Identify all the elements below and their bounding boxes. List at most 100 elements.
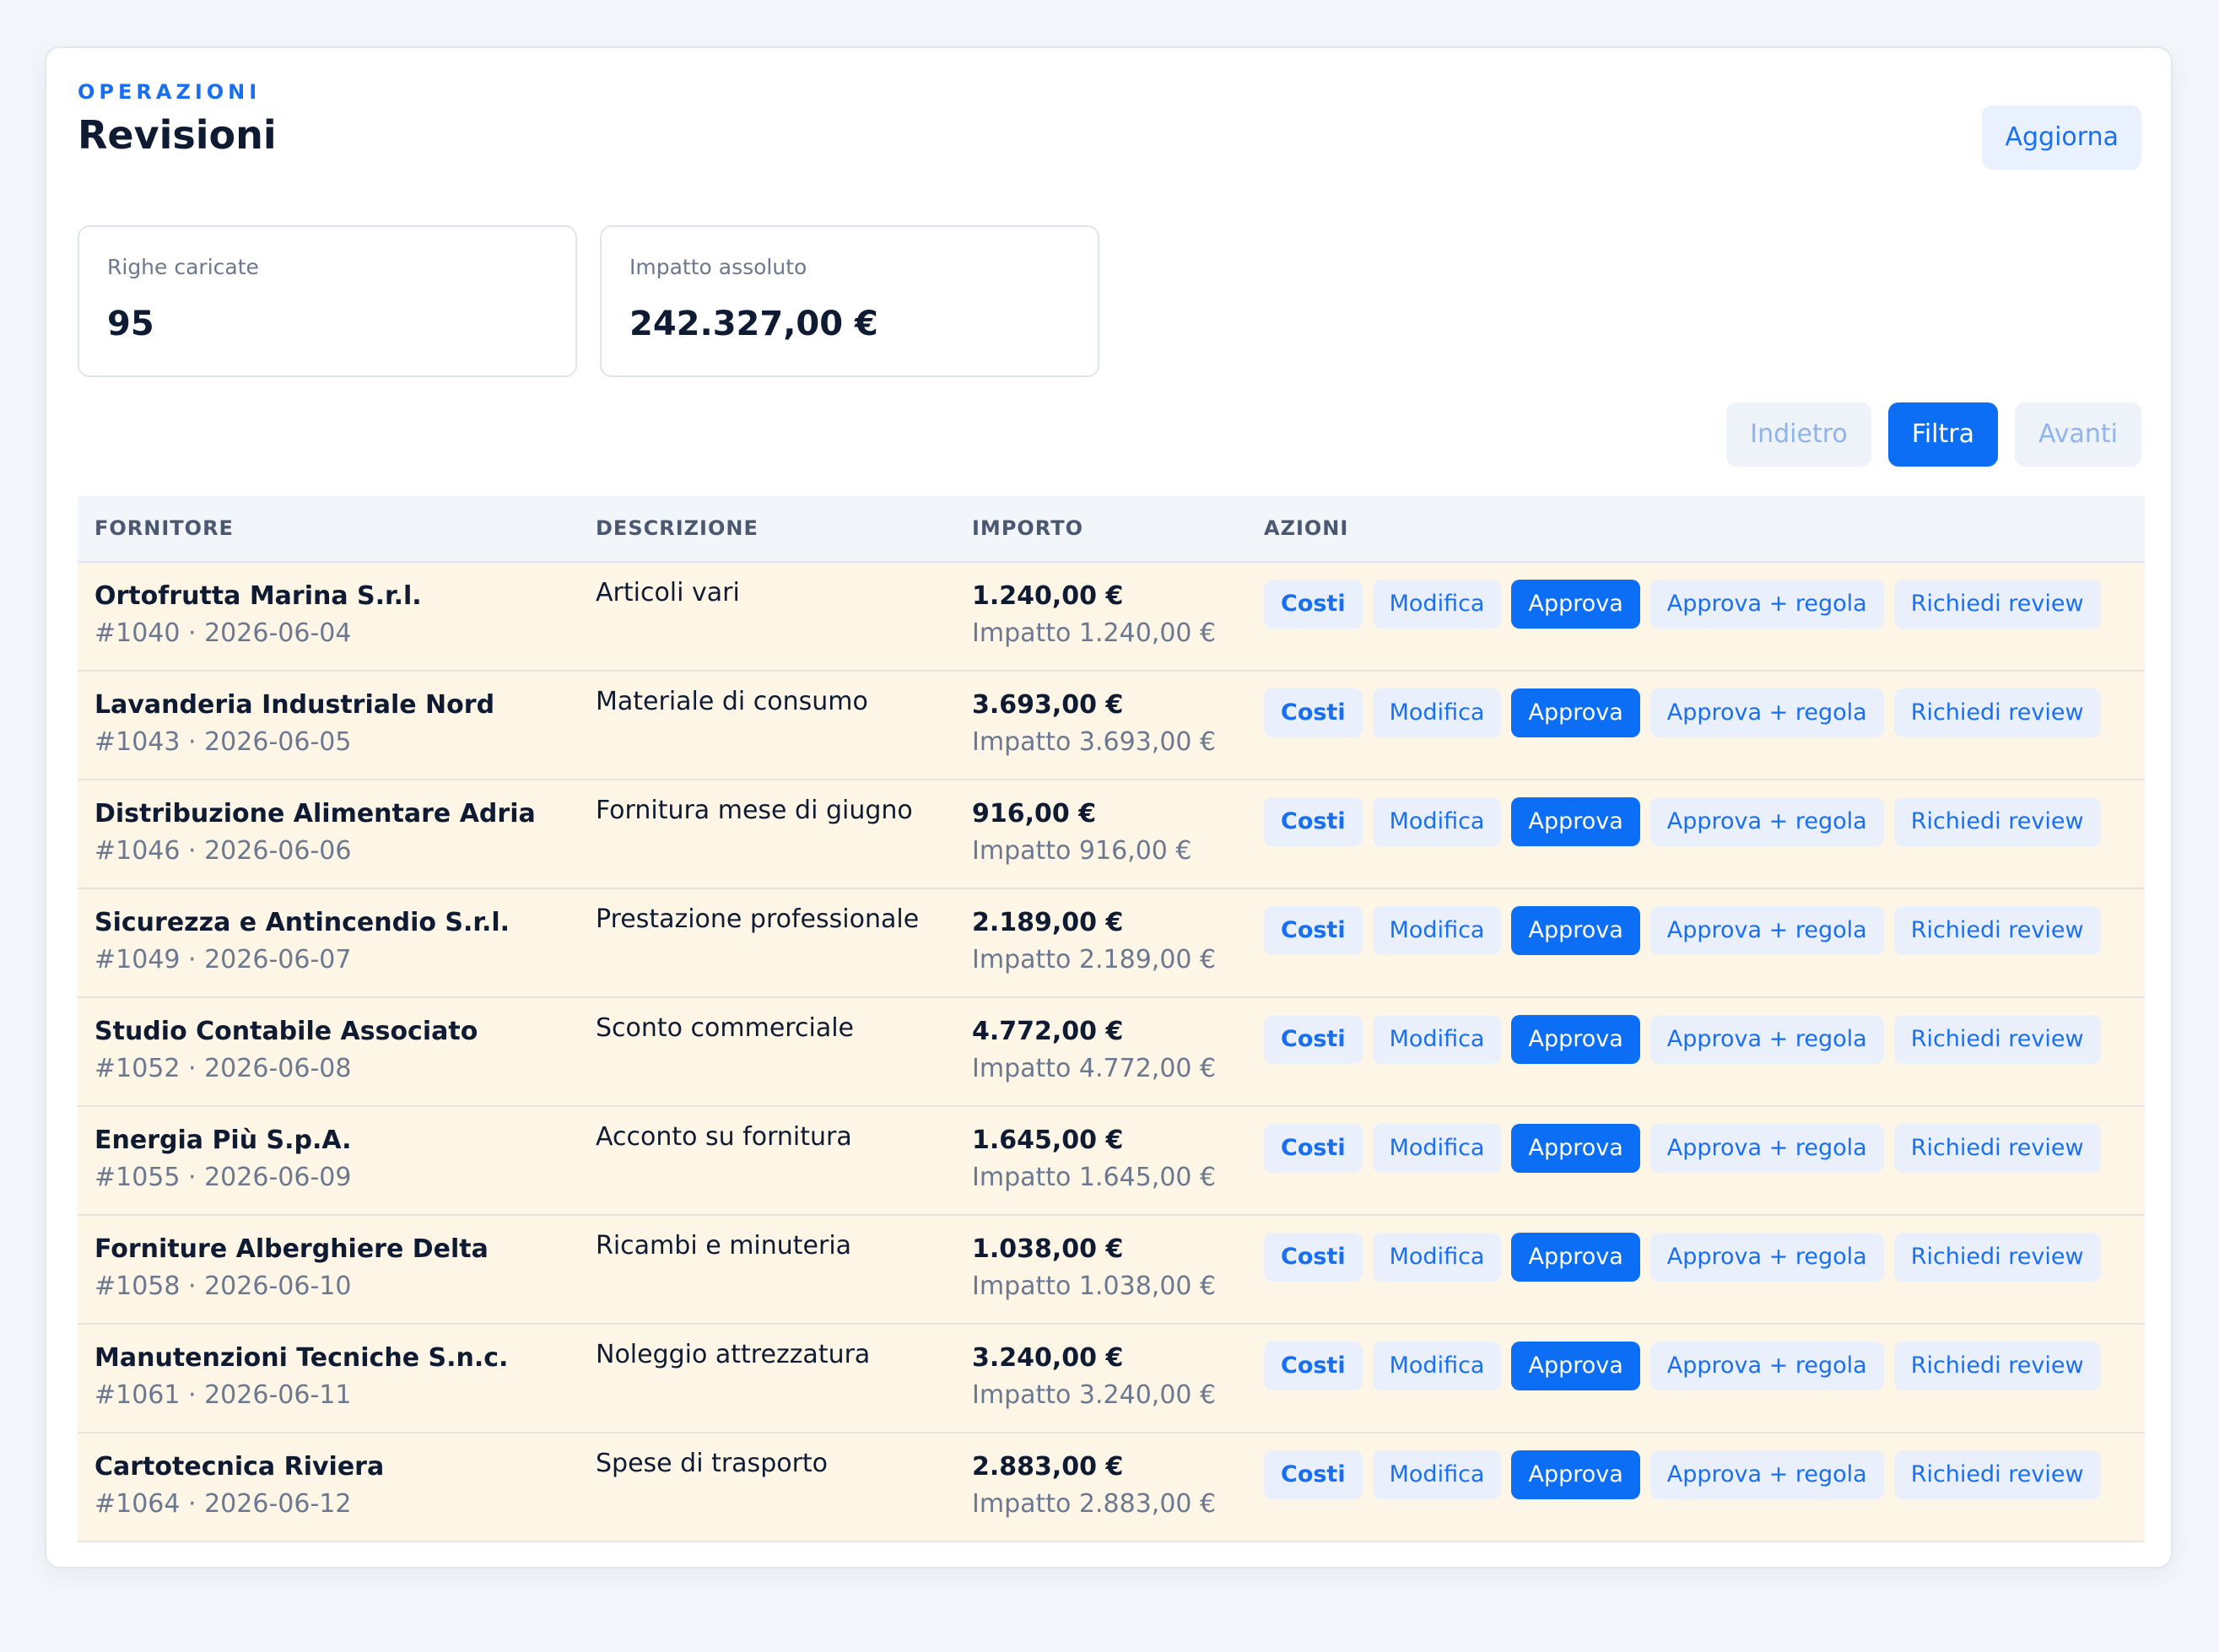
- amount-cell: 1.645,00 € Impatto 1.645,00 €: [972, 1122, 1216, 1196]
- edit-button[interactable]: Modifica: [1372, 1450, 1502, 1499]
- request-review-button[interactable]: Richiedi review: [1893, 1124, 2101, 1173]
- costs-button[interactable]: Costi: [1264, 1015, 1363, 1064]
- supplier-name: Sicurezza e Antincendio S.r.l.: [94, 908, 510, 937]
- description-cell: Ricambi e minuteria: [596, 1231, 852, 1261]
- costs-button[interactable]: Costi: [1264, 1342, 1363, 1390]
- amount-cell: 916,00 € Impatto 916,00 €: [972, 796, 1192, 870]
- invoice-meta: #1061 · 2026-06-11: [94, 1380, 352, 1410]
- edit-button[interactable]: Modifica: [1372, 580, 1502, 629]
- table-row: Sicurezza e Antincendio S.r.l. #1049 · 2…: [78, 889, 2145, 998]
- approve-adjust-button[interactable]: Approva + regola: [1649, 1342, 1884, 1390]
- edit-button[interactable]: Modifica: [1372, 1015, 1502, 1064]
- invoice-meta: #1049 · 2026-06-07: [94, 945, 352, 974]
- edit-button[interactable]: Modifica: [1372, 797, 1502, 846]
- actions-cell: Costi Modifica Approva Approva + regola …: [1264, 1015, 2101, 1064]
- table-row: Forniture Alberghiere Delta #1058 · 2026…: [78, 1216, 2145, 1325]
- request-review-button[interactable]: Richiedi review: [1893, 797, 2101, 846]
- supplier-name: Ortofrutta Marina S.r.l.: [94, 581, 422, 611]
- approve-button[interactable]: Approva: [1511, 1124, 1640, 1173]
- amount-value: 2.883,00 €: [972, 1452, 1124, 1482]
- approve-adjust-button[interactable]: Approva + regola: [1649, 1015, 1884, 1064]
- description-cell: Spese di trasporto: [596, 1449, 829, 1478]
- approve-button[interactable]: Approva: [1511, 797, 1640, 846]
- edit-button[interactable]: Modifica: [1372, 1124, 1502, 1173]
- approve-button[interactable]: Approva: [1511, 580, 1640, 629]
- supplier-cell: Ortofrutta Marina S.r.l. #1040 · 2026-06…: [94, 578, 422, 652]
- approve-adjust-button[interactable]: Approva + regola: [1649, 906, 1884, 955]
- request-review-button[interactable]: Richiedi review: [1893, 580, 2101, 629]
- impact-value: Impatto 2.883,00 €: [972, 1489, 1217, 1519]
- costs-button[interactable]: Costi: [1264, 1124, 1363, 1173]
- approve-adjust-button[interactable]: Approva + regola: [1649, 1450, 1884, 1499]
- edit-button[interactable]: Modifica: [1372, 1342, 1502, 1390]
- column-header-supplier: FORNITORE: [94, 516, 234, 540]
- approve-button[interactable]: Approva: [1511, 1233, 1640, 1282]
- costs-button[interactable]: Costi: [1264, 1450, 1363, 1499]
- costs-button[interactable]: Costi: [1264, 797, 1363, 846]
- amount-value: 1.645,00 €: [972, 1126, 1124, 1155]
- approve-button[interactable]: Approva: [1511, 906, 1640, 955]
- request-review-button[interactable]: Richiedi review: [1893, 1342, 2101, 1390]
- pagination-controls: Indietro Filtra Avanti: [1726, 402, 2141, 467]
- amount-value: 3.693,00 €: [972, 690, 1124, 720]
- refresh-button[interactable]: Aggiorna: [1982, 105, 2141, 170]
- table-row: Manutenzioni Tecniche S.n.c. #1061 · 202…: [78, 1325, 2145, 1433]
- actions-cell: Costi Modifica Approva Approva + regola …: [1264, 1342, 2101, 1390]
- invoice-meta: #1043 · 2026-06-05: [94, 727, 352, 757]
- stat-label: Righe caricate: [107, 255, 259, 279]
- description-cell: Prestazione professionale: [596, 904, 920, 934]
- request-review-button[interactable]: Richiedi review: [1893, 1233, 2101, 1282]
- approve-button[interactable]: Approva: [1511, 1015, 1640, 1064]
- stat-card-rows-loaded: Righe caricate 95: [78, 225, 577, 377]
- table-body: Ortofrutta Marina S.r.l. #1040 · 2026-06…: [78, 563, 2145, 1542]
- request-review-button[interactable]: Richiedi review: [1893, 906, 2101, 955]
- description-cell: Noleggio attrezzatura: [596, 1340, 871, 1369]
- costs-button[interactable]: Costi: [1264, 1233, 1363, 1282]
- table-row: Lavanderia Industriale Nord #1043 · 2026…: [78, 672, 2145, 780]
- request-review-button[interactable]: Richiedi review: [1893, 688, 2101, 737]
- impact-value: Impatto 1.240,00 €: [972, 618, 1217, 648]
- next-button[interactable]: Avanti: [2014, 402, 2141, 467]
- filter-button[interactable]: Filtra: [1887, 402, 1998, 467]
- column-header-description: DESCRIZIONE: [596, 516, 759, 540]
- impact-value: Impatto 2.189,00 €: [972, 945, 1217, 974]
- approve-adjust-button[interactable]: Approva + regola: [1649, 797, 1884, 846]
- supplier-name: Distribuzione Alimentare Adria: [94, 799, 536, 829]
- back-button[interactable]: Indietro: [1726, 402, 1871, 467]
- amount-cell: 1.038,00 € Impatto 1.038,00 €: [972, 1231, 1216, 1305]
- edit-button[interactable]: Modifica: [1372, 906, 1502, 955]
- stat-value: 242.327,00 €: [629, 305, 878, 343]
- supplier-cell: Energia Più S.p.A. #1055 · 2026-06-09: [94, 1122, 352, 1196]
- supplier-cell: Forniture Alberghiere Delta #1058 · 2026…: [94, 1231, 489, 1305]
- costs-button[interactable]: Costi: [1264, 906, 1363, 955]
- request-review-button[interactable]: Richiedi review: [1893, 1450, 2101, 1499]
- approve-button[interactable]: Approva: [1511, 1342, 1640, 1390]
- edit-button[interactable]: Modifica: [1372, 1233, 1502, 1282]
- amount-value: 1.038,00 €: [972, 1234, 1124, 1264]
- description-cell: Articoli vari: [596, 578, 740, 607]
- actions-cell: Costi Modifica Approva Approva + regola …: [1264, 580, 2101, 629]
- amount-value: 3.240,00 €: [972, 1343, 1124, 1373]
- costs-button[interactable]: Costi: [1264, 688, 1363, 737]
- approve-adjust-button[interactable]: Approva + regola: [1649, 688, 1884, 737]
- request-review-button[interactable]: Richiedi review: [1893, 1015, 2101, 1064]
- table-row: Studio Contabile Associato #1052 · 2026-…: [78, 998, 2145, 1107]
- edit-button[interactable]: Modifica: [1372, 688, 1502, 737]
- approve-button[interactable]: Approva: [1511, 1450, 1640, 1499]
- amount-cell: 3.693,00 € Impatto 3.693,00 €: [972, 687, 1216, 761]
- invoice-meta: #1040 · 2026-06-04: [94, 618, 352, 648]
- amount-cell: 2.883,00 € Impatto 2.883,00 €: [972, 1449, 1216, 1523]
- approve-adjust-button[interactable]: Approva + regola: [1649, 1124, 1884, 1173]
- stat-label: Impatto assoluto: [629, 255, 807, 279]
- reviews-card: OPERAZIONI Revisioni Aggiorna Righe cari…: [45, 46, 2173, 1568]
- approve-adjust-button[interactable]: Approva + regola: [1649, 1233, 1884, 1282]
- supplier-name: Energia Più S.p.A.: [94, 1126, 352, 1155]
- impact-value: Impatto 916,00 €: [972, 836, 1192, 866]
- approve-button[interactable]: Approva: [1511, 688, 1640, 737]
- actions-cell: Costi Modifica Approva Approva + regola …: [1264, 797, 2101, 846]
- costs-button[interactable]: Costi: [1264, 580, 1363, 629]
- stat-value: 95: [107, 305, 154, 343]
- approve-adjust-button[interactable]: Approva + regola: [1649, 580, 1884, 629]
- amount-cell: 2.189,00 € Impatto 2.189,00 €: [972, 904, 1216, 979]
- description-cell: Fornitura mese di giugno: [596, 796, 913, 825]
